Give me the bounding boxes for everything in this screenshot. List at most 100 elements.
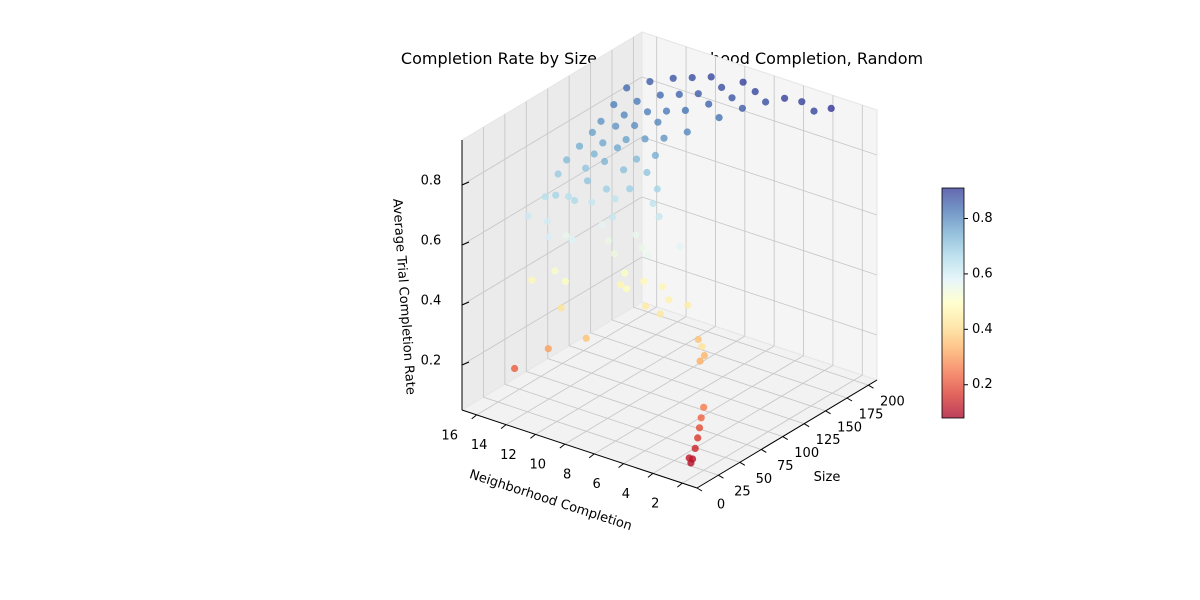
scatter-points [510,73,835,467]
grid-line [641,76,878,156]
y-tick-label: 175 [859,408,884,423]
scatter-point [656,310,664,318]
scatter-point [554,170,562,178]
y-tick-label: 25 [734,485,751,500]
scatter-point [622,136,630,144]
z-tick [461,181,470,186]
scatter-point [643,108,652,116]
scatter-point [545,233,553,241]
x-tick [471,414,477,420]
scatter-point [694,434,702,442]
scatter-point [568,236,576,244]
scatter-point [700,403,708,411]
x-tick [530,433,536,439]
y-tick-label: 100 [794,446,819,461]
grid-line [641,256,878,336]
scatter-point [683,128,691,136]
grid-line [641,196,878,276]
x-tick-label: 4 [622,487,630,502]
scatter-point [623,285,631,293]
scatter-point [528,276,536,284]
z-tick-label: 0.6 [421,234,442,249]
scatter-point [646,78,654,86]
scatter-point [638,244,646,252]
y-tick [868,384,874,389]
y-tick-label: 200 [880,395,905,410]
y-tick-label: 50 [756,472,773,487]
scatter-point [602,185,611,193]
scatter-point [718,83,726,91]
scatter-point [654,118,662,126]
scatter-point [694,335,702,344]
scatter-point [588,198,596,206]
x-tick-label: 6 [592,477,600,492]
grid-lines [461,36,878,489]
z-tick [461,361,470,366]
scatter-point [588,128,597,136]
y-tick [825,410,831,415]
colorbar-tick-label: 0.2 [972,377,993,392]
scatter-point [640,277,648,285]
scatter-point [551,267,559,275]
scatter-point [524,212,532,220]
scatter-point [665,296,673,304]
z-tick-label: 0.2 [421,354,442,369]
y-tick [718,474,724,479]
x-tick-label: 10 [530,458,547,473]
scatter-point [827,104,835,112]
scatter-point [662,107,671,115]
scatter-point [700,351,709,360]
scatter-point [564,192,573,201]
scatter-point [571,196,579,205]
scatter-point [698,343,706,351]
grid-line [483,396,719,476]
scatter-point [728,94,736,102]
grid-line [641,136,878,216]
scatter-point [557,304,565,312]
scatter-point [604,237,612,245]
scatter-point [653,185,661,193]
x-tick-label: 14 [471,438,488,453]
scatter-point [626,185,634,193]
scatter-point [611,195,619,203]
axis-panes [460,31,879,489]
grid-line [526,371,762,450]
y-tick [846,397,853,402]
scatter-point [642,302,650,310]
scatter-point [798,98,806,106]
scatter-point [696,357,704,365]
scatter-point [562,232,570,240]
x-tick [588,453,595,459]
scatter-point [641,135,649,143]
scatter-point [597,117,605,125]
x-tick-label: 8 [563,467,571,482]
scatter-point [695,424,704,432]
scatter-point [644,251,652,259]
grid-line [633,306,869,386]
z-tick [461,301,470,306]
scatter-point [685,454,693,462]
y-tick-label: 125 [816,433,841,448]
z-tick-label: 0.4 [421,294,442,309]
scatter-point [676,242,684,250]
scatter-point [694,90,702,98]
scatter-point [623,84,631,92]
scatter-point [631,121,639,130]
scatter-point [705,100,713,108]
scatter-point [543,217,551,225]
scatter-point [552,191,560,199]
scatter-point [583,177,592,185]
colorbar-gradient [941,187,965,419]
scatter-point [582,334,590,342]
x-axis-line [461,409,698,489]
x-tick-label: 12 [500,448,517,463]
scatter-point [616,281,625,289]
x-tick [559,443,566,449]
scatter-point [684,301,692,309]
y-axis-label: Size [814,470,841,485]
scatter-point [691,444,699,452]
scatter-point [633,97,641,105]
scatter-point [575,142,584,150]
